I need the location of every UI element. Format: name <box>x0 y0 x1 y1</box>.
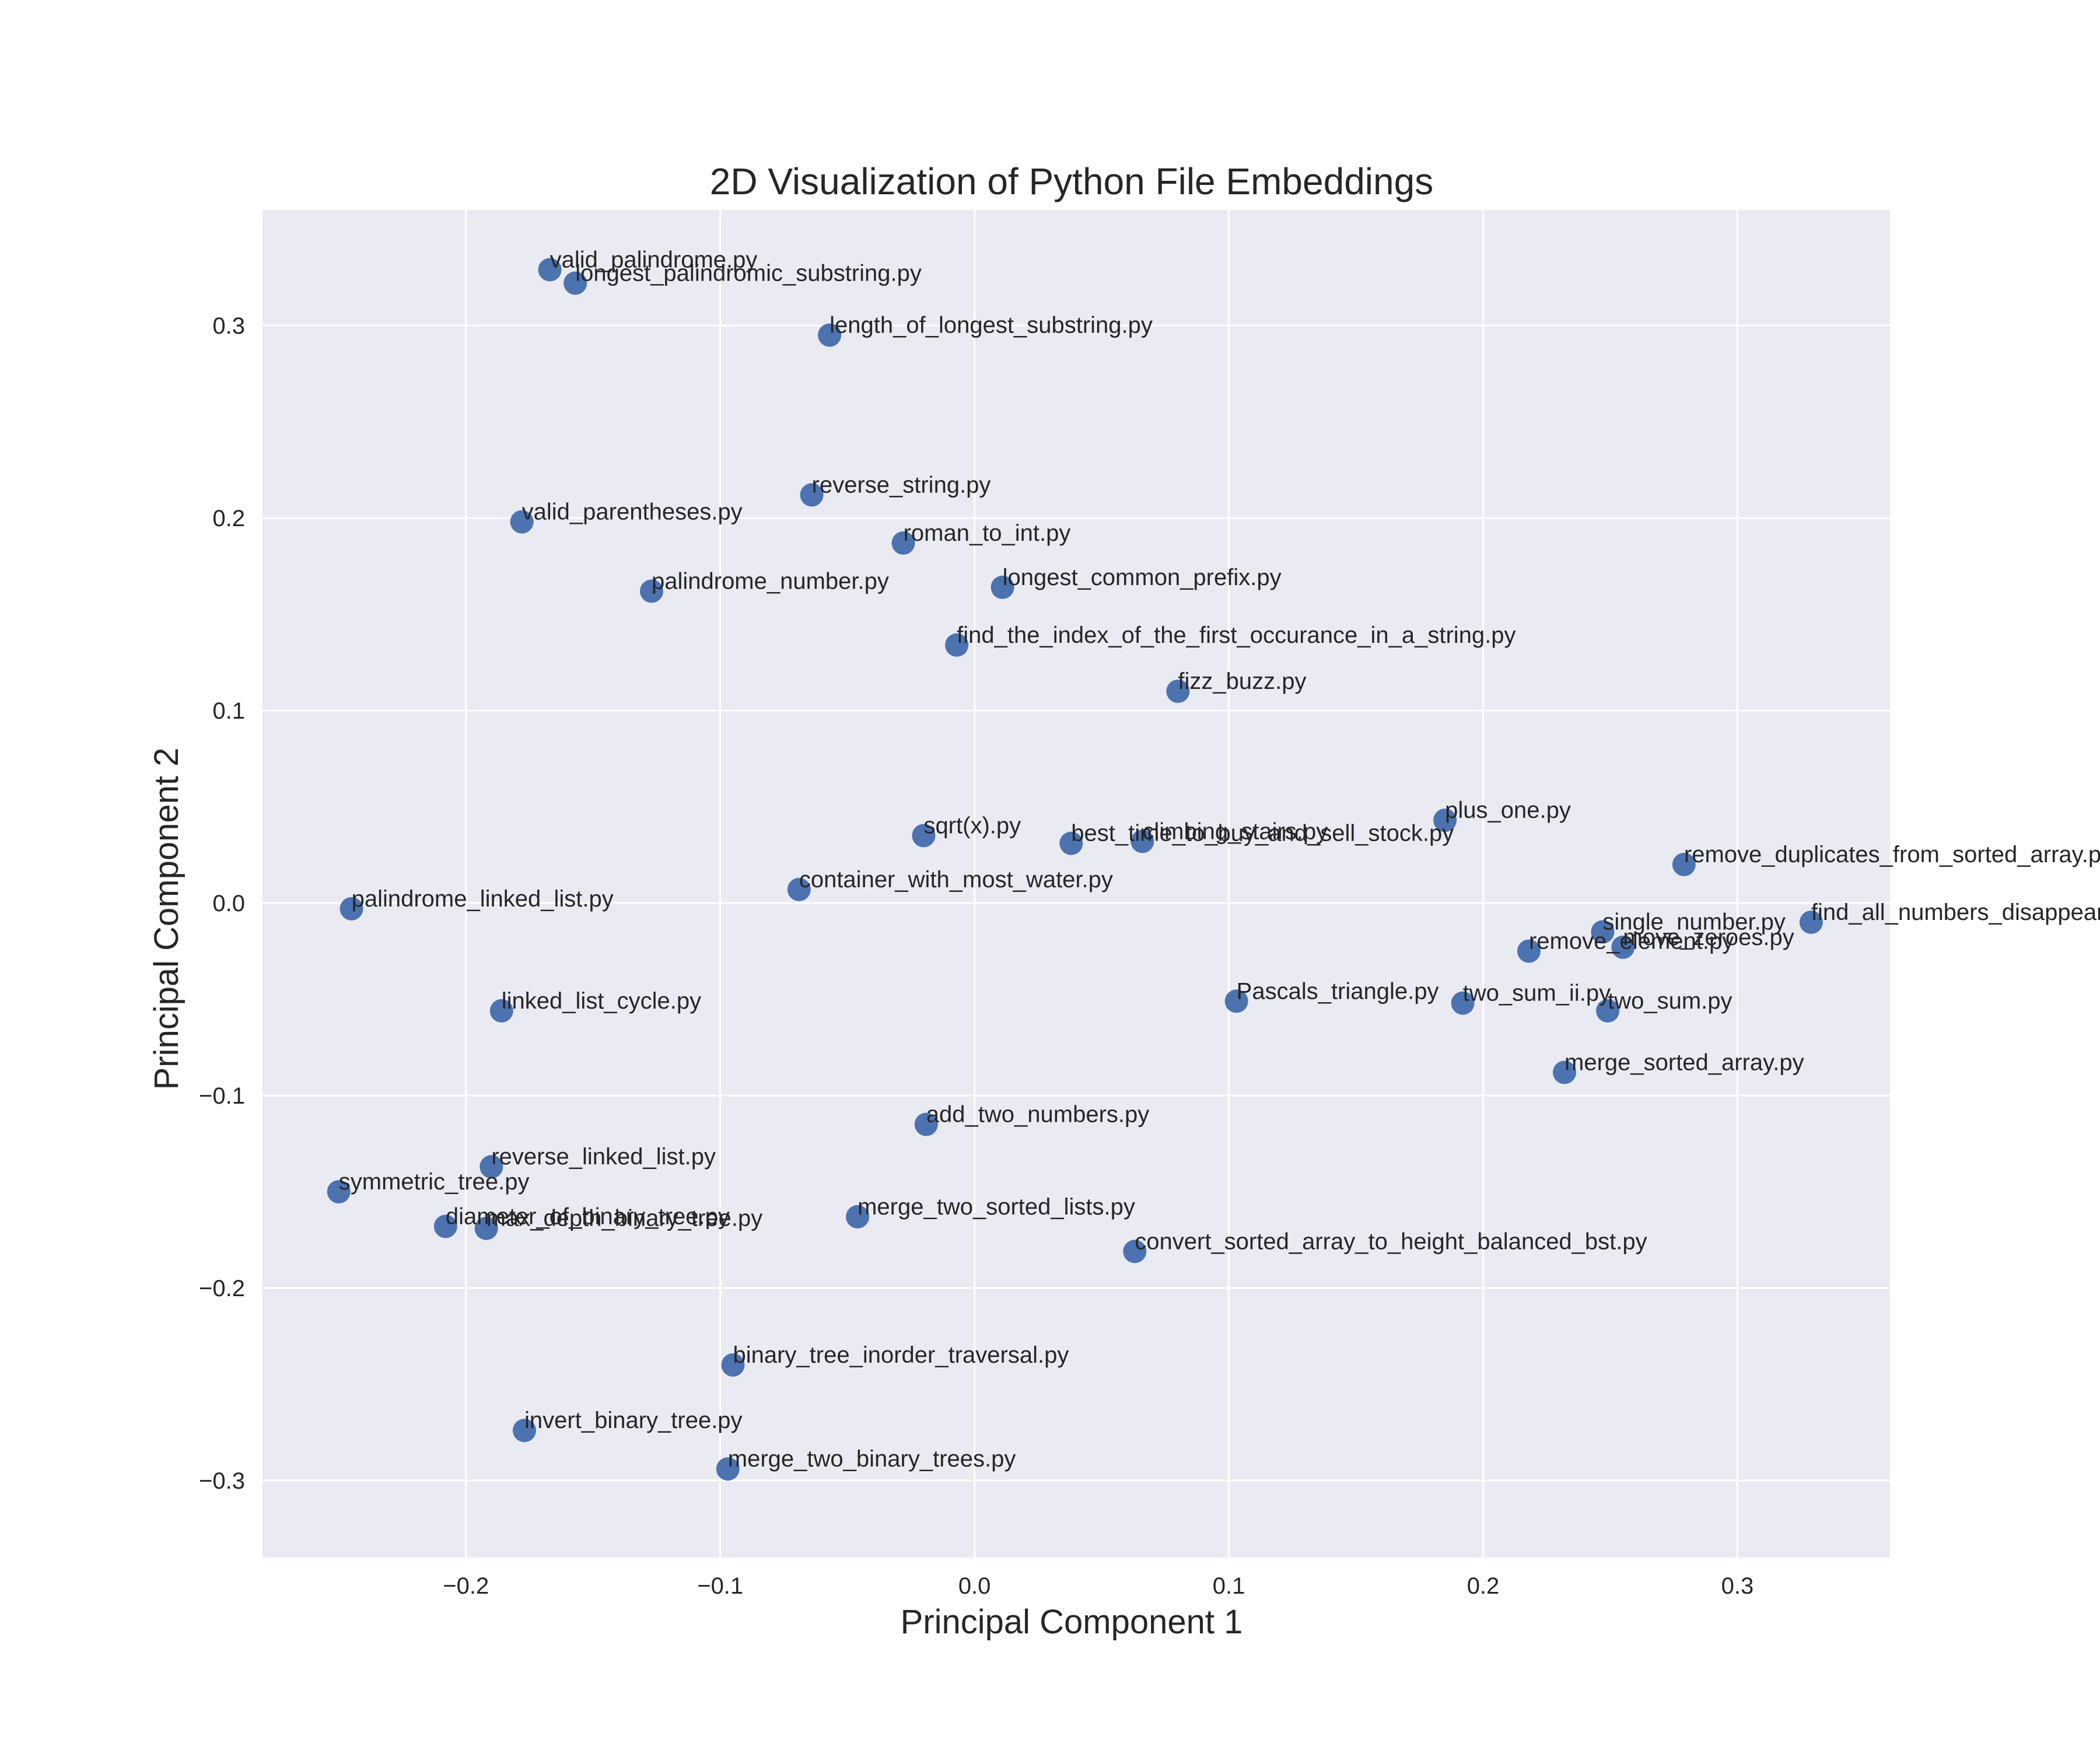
data-point-label: move_zeroes.py <box>1623 925 1794 950</box>
grid-lines <box>262 210 1890 1558</box>
x-tick-label: −0.1 <box>697 1573 743 1599</box>
data-point <box>327 1180 351 1203</box>
data-point <box>510 510 534 534</box>
y-tick-label: −0.1 <box>199 1083 245 1109</box>
data-point <box>564 271 587 295</box>
data-point-label: remove_element.py <box>1529 929 1734 954</box>
data-point <box>480 1155 503 1179</box>
point-labels: valid_palindrome.pylongest_palindromic_s… <box>339 247 2100 1472</box>
data-point-label: binary_tree_inorder_traversal.py <box>733 1342 1069 1368</box>
y-axis-label: Principal Component 2 <box>148 748 186 1090</box>
x-tick-label: 0.0 <box>958 1573 991 1599</box>
data-point-label: palindrome_number.py <box>652 568 889 594</box>
data-point-label: roman_to_int.py <box>904 520 1071 546</box>
data-point <box>1166 680 1190 703</box>
data-point <box>1224 989 1248 1013</box>
data-point <box>1123 1240 1147 1264</box>
data-point <box>1451 991 1475 1015</box>
data-point-label: diameter_of_binary_tree.py <box>446 1203 730 1229</box>
data-point-label: two_sum_ii.py <box>1463 981 1611 1006</box>
y-tick-label: −0.3 <box>199 1468 245 1494</box>
data-point-label: merge_sorted_array.py <box>1564 1049 1804 1075</box>
data-point <box>1433 808 1457 832</box>
data-point <box>800 483 824 507</box>
data-point <box>716 1457 740 1481</box>
data-point-label: reverse_linked_list.py <box>491 1144 716 1170</box>
tick-labels: −0.2 −0.1 0.0 0.1 0.2 0.3 −0.3 −0.2 −0.1 0.0 0.1 0.… <box>199 313 1754 1599</box>
data-point <box>1799 911 1823 934</box>
data-point <box>1611 935 1635 959</box>
data-point-label: add_two_numbers.py <box>926 1102 1149 1128</box>
data-point <box>1553 1060 1576 1084</box>
data-point-label: climbing_stairs.py <box>1142 818 1328 844</box>
data-point <box>846 1205 870 1228</box>
data-points <box>327 258 1823 1481</box>
data-point-label: linked_list_cycle.py <box>502 988 701 1014</box>
data-point-label: reverse_string.py <box>812 472 991 498</box>
data-point <box>914 1112 938 1136</box>
data-point-label: invert_binary_tree.py <box>524 1408 743 1433</box>
data-point-label: sqrt(x).py <box>923 813 1021 839</box>
data-point <box>340 897 363 921</box>
data-point <box>474 1216 498 1240</box>
data-point-label: palindrome_linked_list.py <box>352 886 614 912</box>
data-point <box>639 579 663 603</box>
data-point-label: find_all_numbers_disappeared_in_an_array… <box>1811 900 2100 925</box>
plot-area <box>262 210 1890 1558</box>
data-point-label: valid_palindrome.py <box>550 247 758 272</box>
data-point <box>433 1214 457 1238</box>
y-tick-label: 0.0 <box>212 891 245 916</box>
data-point <box>1130 830 1154 853</box>
data-point <box>991 575 1014 599</box>
data-point-label: single_number.py <box>1602 909 1786 935</box>
data-point <box>1672 853 1696 876</box>
data-point-label: find_the_index_of_the_first_occurance_in… <box>957 622 1516 648</box>
data-point-label: Pascals_triangle.py <box>1237 978 1439 1004</box>
data-point-label: max_depth_binary_tree.py <box>487 1206 763 1231</box>
x-tick-label: 0.1 <box>1213 1573 1245 1599</box>
y-tick-label: 0.3 <box>212 313 245 339</box>
data-point-label: best_time_to_buy_and_sell_stock.py <box>1071 821 1454 846</box>
x-tick-label: −0.2 <box>443 1573 489 1599</box>
data-point <box>1059 831 1083 855</box>
data-point <box>787 877 811 901</box>
data-point <box>538 258 562 282</box>
data-point <box>945 633 969 657</box>
data-point-label: symmetric_tree.py <box>339 1169 530 1195</box>
data-point <box>1596 999 1620 1023</box>
x-tick-label: 0.2 <box>1467 1573 1500 1599</box>
data-point-label: two_sum.py <box>1608 988 1732 1014</box>
data-point <box>891 531 915 555</box>
y-tick-label: 0.2 <box>212 506 245 531</box>
chart-title: 2D Visualization of Python File Embeddin… <box>710 160 1433 202</box>
data-point-label: fizz_buzz.py <box>1178 668 1306 694</box>
data-point <box>912 824 936 848</box>
data-point <box>818 323 842 347</box>
data-point-label: merge_two_binary_trees.py <box>728 1446 1016 1472</box>
data-point-label: longest_common_prefix.py <box>1003 565 1282 590</box>
data-point-label: longest_palindromic_substring.py <box>575 260 922 286</box>
data-point-label: merge_two_sorted_lists.py <box>858 1194 1135 1220</box>
y-tick-label: 0.1 <box>212 698 245 724</box>
data-point-label: plus_one.py <box>1445 797 1571 823</box>
data-point <box>1517 939 1541 963</box>
data-point-label: remove_duplicates_from_sorted_array.py <box>1684 842 2100 867</box>
data-point <box>489 999 513 1023</box>
y-tick-label: −0.2 <box>199 1276 245 1301</box>
data-point <box>1591 920 1615 944</box>
x-tick-label: 0.3 <box>1721 1573 1754 1599</box>
data-point <box>721 1353 745 1377</box>
data-point <box>513 1419 537 1443</box>
data-point-label: convert_sorted_array_to_height_balanced_… <box>1135 1228 1647 1254</box>
x-axis-label: Principal Component 1 <box>901 1603 1243 1641</box>
data-point-label: valid_parentheses.py <box>522 499 743 525</box>
data-point-label: container_with_most_water.py <box>799 867 1113 892</box>
data-point-label: length_of_longest_substring.py <box>830 313 1153 338</box>
